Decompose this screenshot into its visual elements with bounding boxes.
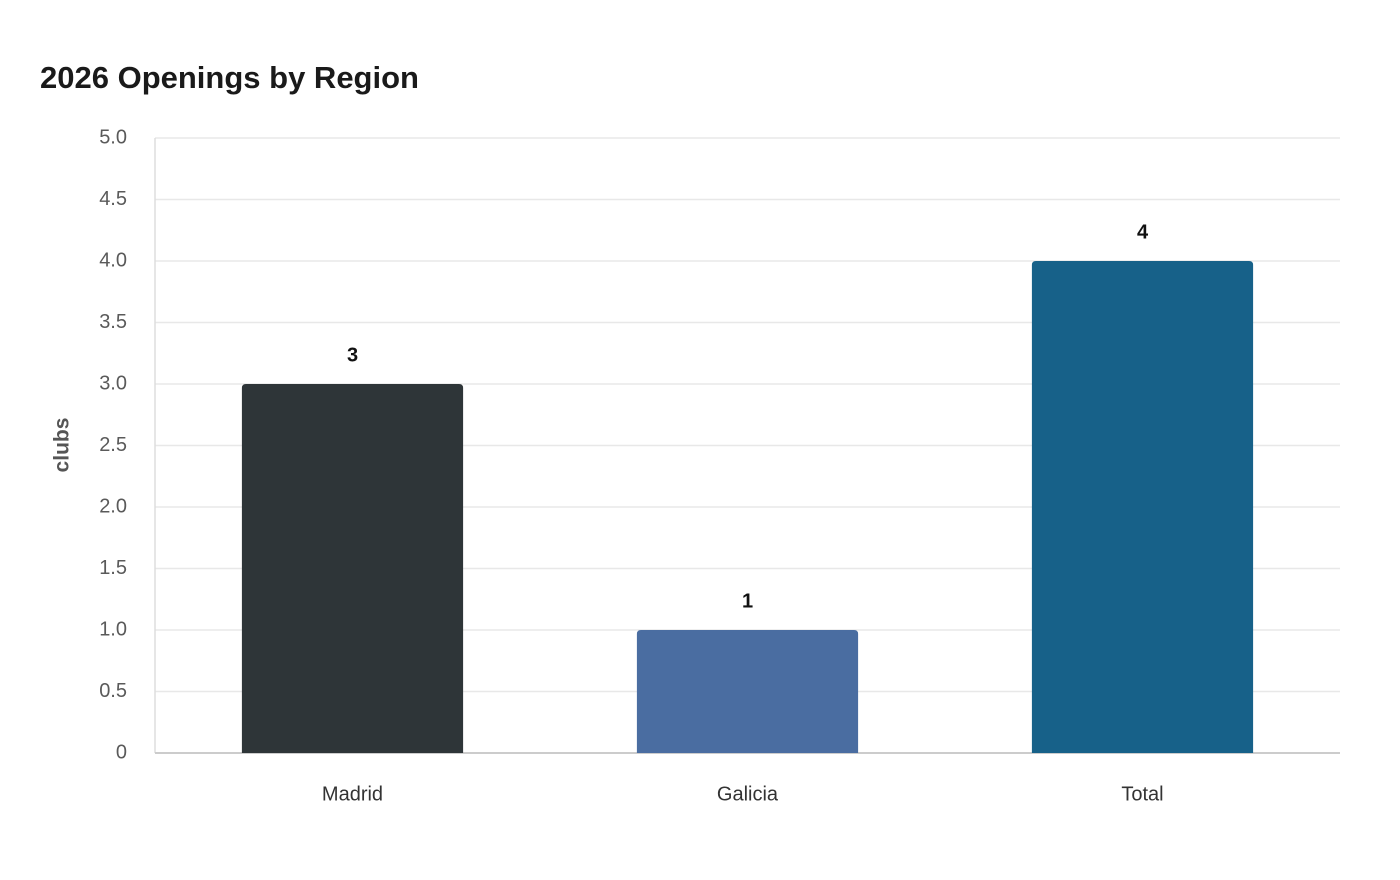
- bar: [1031, 261, 1254, 753]
- y-axis-label: clubs: [51, 418, 74, 473]
- bar: [636, 630, 859, 753]
- y-tick-label: 1.0: [99, 618, 127, 640]
- y-tick-label: 5.0: [99, 126, 127, 148]
- value-label: 4: [1137, 221, 1149, 243]
- chart-title: 2026 Openings by Region: [40, 60, 419, 95]
- y-tick-label: 4.5: [99, 188, 127, 210]
- y-tick-label: 1.5: [99, 557, 127, 579]
- value-label: 1: [742, 590, 753, 612]
- x-tick-label: Total: [1121, 783, 1163, 805]
- value-label: 3: [347, 344, 358, 366]
- y-tick-label: 2.0: [99, 495, 127, 517]
- y-tick-label: 2.5: [99, 434, 127, 456]
- x-tick-label: Galicia: [717, 783, 779, 805]
- y-tick-label: 4.0: [99, 249, 127, 271]
- x-tick-label: Madrid: [322, 783, 383, 805]
- y-tick-label: 3.5: [99, 311, 127, 333]
- y-tick-label: 0: [116, 741, 127, 763]
- y-tick-label: 3.0: [99, 372, 127, 394]
- bar: [241, 384, 464, 753]
- y-tick-label: 0.5: [99, 680, 127, 702]
